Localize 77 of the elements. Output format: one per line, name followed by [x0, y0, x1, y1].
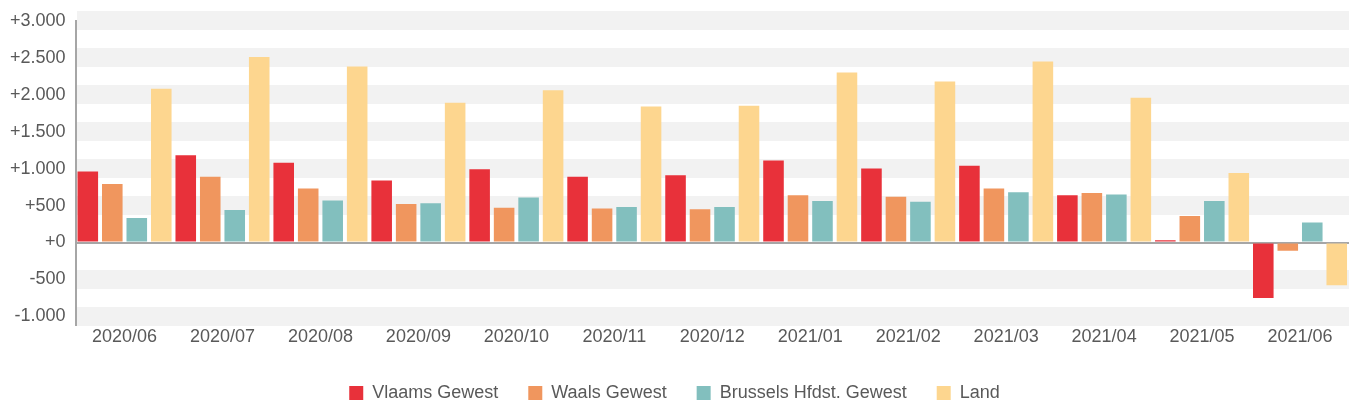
bar — [224, 209, 246, 242]
x-tick-label: 2021/02 — [875, 326, 941, 347]
bar — [1228, 173, 1250, 242]
x-tick-label: 2021/06 — [1267, 326, 1333, 347]
bar — [885, 196, 907, 242]
bar — [1106, 194, 1127, 242]
bar — [273, 162, 294, 242]
legend-label: Brussels Hfdst. Gewest — [719, 381, 907, 402]
x-tick-label: 2020/11 — [582, 326, 647, 347]
y-tick-label: +0 — [45, 231, 66, 252]
x-tick-label: 2020/12 — [679, 326, 745, 347]
bar — [175, 155, 197, 242]
bar — [77, 171, 99, 242]
y-tick-label: +2.500 — [9, 46, 66, 67]
bar — [248, 57, 270, 242]
bar — [1326, 243, 1348, 286]
bar — [150, 88, 172, 242]
bar — [616, 207, 637, 242]
x-tick-label: 2020/07 — [189, 326, 256, 347]
bar — [444, 102, 466, 242]
bar — [346, 66, 368, 242]
x-tick-label: 2020/08 — [287, 326, 353, 347]
y-tick-label: +1.500 — [9, 120, 66, 141]
bar — [371, 180, 392, 242]
legend-label: Waals Gewest — [551, 381, 667, 402]
bar — [934, 81, 956, 242]
bar — [199, 176, 221, 242]
bar — [518, 197, 539, 242]
y-tick-label: -1.000 — [14, 305, 66, 326]
bar — [1179, 215, 1201, 242]
bar — [665, 175, 686, 242]
x-tick-label: 2021/05 — [1169, 326, 1235, 347]
bar — [567, 176, 588, 242]
x-tick-label: 2021/01 — [777, 326, 843, 347]
y-tick-label: +1.000 — [9, 157, 66, 178]
bar — [738, 105, 760, 242]
bar — [983, 188, 1005, 242]
bar — [787, 195, 809, 242]
bar — [102, 184, 123, 242]
bar — [1204, 201, 1225, 242]
bar — [959, 165, 980, 242]
y-tick-label: +2.000 — [9, 83, 66, 104]
bar — [812, 201, 833, 242]
bar — [542, 90, 564, 242]
bar — [910, 201, 931, 242]
bar — [1277, 243, 1299, 251]
x-tick-label: 2020/06 — [92, 326, 158, 347]
x-tick-label: 2021/03 — [973, 326, 1039, 347]
y-tick-label: -500 — [29, 268, 66, 289]
bar — [714, 207, 735, 242]
bar — [640, 106, 662, 242]
bar — [1057, 195, 1078, 242]
x-tick-label: 2020/09 — [385, 326, 451, 347]
legend-label: Vlaams Gewest — [372, 381, 499, 402]
bar — [1301, 222, 1323, 242]
bar — [591, 208, 613, 242]
x-tick-label: 2020/10 — [483, 326, 549, 347]
x-tick-label: 2021/04 — [1071, 326, 1137, 347]
y-tick-label: +3.000 — [9, 9, 66, 30]
bar — [1253, 243, 1274, 298]
bar — [322, 200, 343, 242]
bar — [395, 204, 417, 242]
bar — [836, 72, 858, 242]
bar — [689, 209, 711, 242]
legend-label: Land — [959, 381, 1000, 402]
y-tick-label: +500 — [25, 194, 66, 215]
bar — [420, 203, 441, 242]
bar — [297, 188, 319, 242]
bar — [763, 160, 784, 242]
bar — [1008, 192, 1029, 242]
bar — [1081, 192, 1103, 242]
bar — [1032, 61, 1054, 242]
bar — [469, 169, 490, 242]
bar — [126, 218, 148, 242]
bar — [1130, 97, 1152, 242]
bar — [861, 168, 882, 242]
bar — [493, 207, 515, 242]
